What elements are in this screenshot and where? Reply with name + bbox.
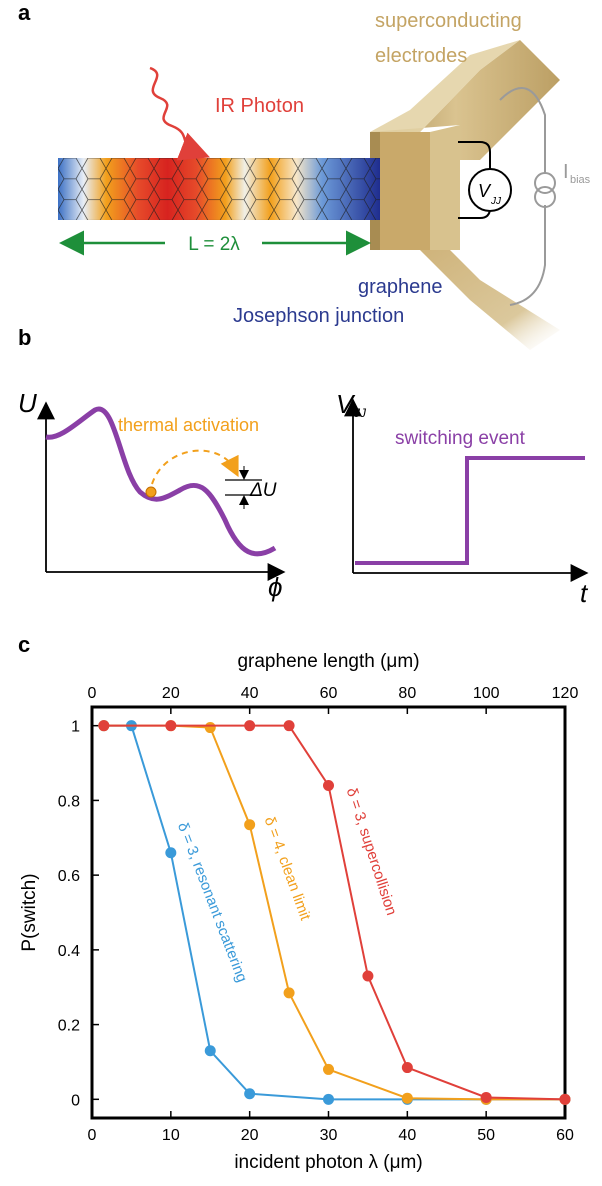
panel-a: a IR Photon superconducting electrodes	[18, 0, 591, 350]
y-tick-label: 0	[71, 1092, 80, 1109]
data-point	[165, 847, 177, 859]
superconducting-electrodes	[370, 40, 560, 350]
voltage-x-label: t	[580, 578, 589, 608]
x2-tick-label: 120	[552, 685, 579, 702]
x2-tick-label: 100	[473, 685, 500, 702]
data-point	[98, 720, 110, 732]
x-axis-label: incident photon λ (μm)	[234, 1152, 422, 1173]
x2-axis-label: graphene length (μm)	[237, 651, 419, 672]
x2-tick-label: 80	[398, 685, 416, 702]
x-tick-label: 10	[162, 1127, 180, 1144]
x2-tick-label: 40	[241, 685, 259, 702]
voltmeter-label: V	[478, 181, 492, 201]
particle-dot	[145, 486, 157, 498]
bias-circuit	[499, 87, 556, 306]
ir-photon-label: IR Photon	[215, 95, 304, 117]
data-point	[323, 1063, 334, 1075]
graphene-ribbon	[58, 158, 380, 220]
series-line	[103, 724, 565, 1101]
ir-photon-arrow	[149, 66, 210, 161]
data-point	[362, 970, 374, 982]
y-tick-label: 1	[71, 719, 80, 736]
junction-label-line1: graphene	[358, 276, 443, 298]
data-point	[244, 819, 256, 831]
panel-a-letter: a	[18, 0, 31, 25]
voltmeter-subscript: JJ	[490, 196, 502, 207]
series-line	[103, 724, 565, 1101]
activation-label: thermal activation	[118, 415, 259, 435]
bias-subscript: bias	[570, 174, 591, 186]
panel-c-letter: c	[18, 632, 30, 657]
data-point	[244, 1088, 256, 1100]
electrodes-label-line1: superconducting	[375, 10, 522, 32]
voltmeter-circuit	[458, 141, 512, 219]
data-point	[480, 1091, 492, 1103]
x-tick-label: 30	[320, 1127, 338, 1144]
potential-y-label: U	[18, 388, 37, 418]
potential-x-label: ϕ	[268, 572, 282, 602]
activation-arrow	[151, 449, 239, 485]
data-point	[401, 1062, 413, 1074]
x-tick-label: 20	[241, 1127, 259, 1144]
potential-curve	[45, 406, 277, 557]
plot-frame	[90, 705, 567, 1120]
data-point	[244, 720, 256, 732]
data-point	[165, 720, 177, 732]
data-point	[401, 1092, 413, 1104]
series-line	[103, 724, 566, 1101]
x2-tick-label: 60	[320, 685, 338, 702]
x2-tick-label: 20	[162, 685, 180, 702]
y-tick-label: 0.2	[58, 1018, 80, 1035]
x-tick-label: 0	[88, 1127, 97, 1144]
data-point	[204, 722, 216, 734]
x-tick-label: 50	[477, 1127, 495, 1144]
data-point	[283, 987, 295, 999]
data-point	[323, 779, 334, 791]
electrodes-label-line2: electrodes	[375, 45, 467, 67]
x-tick-label: 60	[556, 1127, 574, 1144]
switching-label: switching event	[395, 428, 526, 449]
voltmeter-icon	[468, 168, 512, 212]
switching-probability-chart: 0 10 20 30 40 50 60 0 20 40 60 80 100 120 0 0.2 0.4 0.6 0.…	[19, 651, 578, 1173]
switching-trace	[355, 456, 585, 565]
bias-label: I	[563, 161, 569, 183]
x2-tick-label: 0	[88, 685, 97, 702]
barrier-label: ΔU	[249, 480, 277, 501]
voltage-y-label: V	[336, 389, 356, 419]
x-tick-label: 40	[398, 1127, 416, 1144]
panel-c: c 0 10 20 30 40 50 60 0 20 40 60 80 100 120 0 0.2 0.4 0.6…	[18, 632, 578, 1173]
data-point	[323, 1093, 334, 1105]
voltage-plot	[344, 398, 589, 582]
potential-plot	[37, 401, 286, 581]
panel-b: b U ϕ thermal activation ΔU V JJ t switc…	[18, 325, 589, 608]
voltage-y-subscript: JJ	[353, 406, 367, 420]
y-tick-label: 0.4	[58, 943, 80, 960]
data-point	[204, 1045, 216, 1057]
data-point	[559, 1093, 571, 1105]
length-label: L = 2λ	[188, 234, 240, 255]
y-tick-label: 0.6	[58, 868, 80, 885]
panel-b-letter: b	[18, 325, 31, 350]
y-tick-label: 0.8	[58, 793, 80, 810]
series-label: δ = 3, resonant scattering	[174, 820, 251, 985]
y-axis-label: P(switch)	[19, 873, 40, 951]
data-point	[283, 720, 295, 732]
junction-label-line2: Josephson junction	[233, 305, 404, 327]
